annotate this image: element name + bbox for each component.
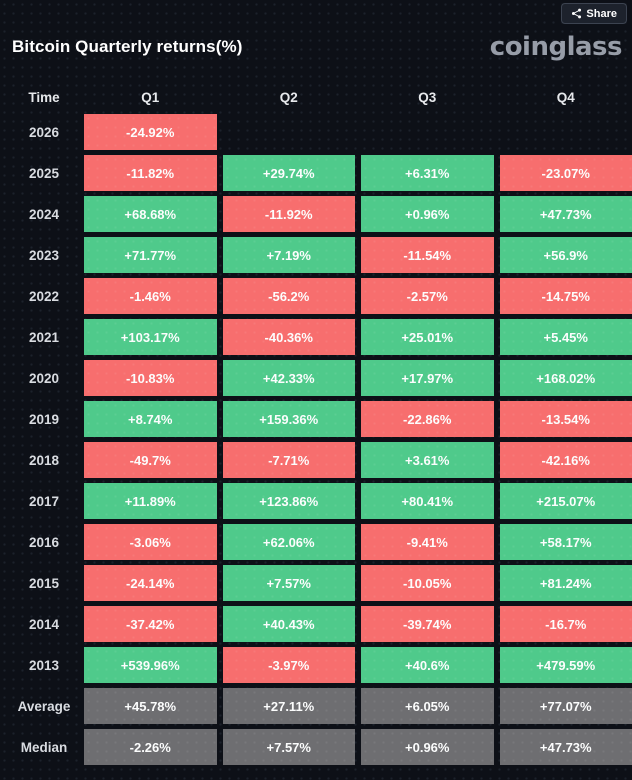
row-label-2021: 2021 [28, 329, 60, 345]
cell-2015-q4: +81.24% [499, 565, 632, 601]
cell-2021-q1: +103.17% [84, 319, 217, 355]
row-label-2020: 2020 [28, 370, 60, 386]
cell-2026-q4 [500, 114, 632, 150]
cell-2013-q2: -3.97% [222, 647, 355, 683]
share-button-label: Share [586, 7, 617, 20]
cell-2013-q4: +479.59% [499, 647, 632, 683]
column-header-q2: Q2 [279, 89, 298, 105]
cell-2017-q4: +215.07% [499, 483, 632, 519]
cell-2018-q2: -7.71% [222, 442, 355, 478]
row-label-2017: 2017 [28, 493, 60, 509]
row-label-2025: 2025 [28, 165, 60, 181]
share-icon [571, 8, 582, 19]
cell-2024-q4: +47.73% [499, 196, 632, 232]
cell-2016-q2: +62.06% [222, 524, 355, 560]
returns-table: Time Q1 Q2 Q3 Q4 2026 -24.92% 2025 -11.82% +29.74… [10, 85, 632, 765]
cell-2015-q1: -24.14% [84, 565, 217, 601]
header-row: Bitcoin Quarterly returns(%) coinglass [0, 28, 632, 60]
cell-2023-q2: +7.19% [222, 237, 355, 273]
row-label-2022: 2022 [28, 288, 60, 304]
cell-2016-q3: -9.41% [361, 524, 494, 560]
row-label-average: Average [17, 698, 71, 714]
cell-average-q2: +27.11% [222, 688, 355, 724]
cell-2018-q3: +3.61% [361, 442, 494, 478]
row-label-median: Median [20, 739, 68, 755]
cell-2017-q1: +11.89% [84, 483, 217, 519]
row-label-2015: 2015 [28, 575, 60, 591]
row-label-2019: 2019 [28, 411, 60, 427]
cell-2014-q1: -37.42% [84, 606, 217, 642]
cell-2014-q2: +40.43% [222, 606, 355, 642]
cell-2020-q3: +17.97% [361, 360, 494, 396]
cell-average-q1: +45.78% [84, 688, 217, 724]
cell-2024-q1: +68.68% [84, 196, 217, 232]
row-label-2016: 2016 [28, 534, 60, 550]
cell-2020-q4: +168.02% [499, 360, 632, 396]
cell-2013-q3: +40.6% [361, 647, 494, 683]
cell-2019-q3: -22.86% [361, 401, 494, 437]
cell-2021-q4: +5.45% [499, 319, 632, 355]
cell-2017-q3: +80.41% [361, 483, 494, 519]
cell-2019-q1: +8.74% [84, 401, 217, 437]
cell-2014-q4: -16.7% [499, 606, 632, 642]
cell-2019-q4: -13.54% [499, 401, 632, 437]
cell-2024-q2: -11.92% [222, 196, 355, 232]
cell-2026-q3 [361, 114, 494, 150]
cell-2025-q2: +29.74% [222, 155, 355, 191]
cell-average-q4: +77.07% [499, 688, 632, 724]
column-header-q1: Q1 [141, 89, 160, 105]
cell-median-q4: +47.73% [499, 729, 632, 765]
cell-2022-q3: -2.57% [361, 278, 494, 314]
cell-2021-q3: +25.01% [361, 319, 494, 355]
column-header-time: Time [28, 89, 60, 105]
cell-2024-q3: +0.96% [361, 196, 494, 232]
row-label-2013: 2013 [28, 657, 60, 673]
cell-2025-q4: -23.07% [499, 155, 632, 191]
cell-2025-q1: -11.82% [84, 155, 217, 191]
cell-2026-q1: -24.92% [84, 114, 217, 150]
column-header-q4: Q4 [556, 89, 575, 105]
page-title: Bitcoin Quarterly returns(%) [12, 37, 243, 56]
cell-median-q1: -2.26% [84, 729, 217, 765]
cell-average-q3: +6.05% [361, 688, 494, 724]
cell-2019-q2: +159.36% [222, 401, 355, 437]
cell-2022-q4: -14.75% [499, 278, 632, 314]
row-label-2024: 2024 [28, 206, 60, 222]
cell-2018-q4: -42.16% [499, 442, 632, 478]
cell-2022-q1: -1.46% [84, 278, 217, 314]
row-label-2026: 2026 [28, 124, 60, 140]
cell-2023-q3: -11.54% [361, 237, 494, 273]
cell-2015-q2: +7.57% [222, 565, 355, 601]
cell-2020-q2: +42.33% [222, 360, 355, 396]
cell-2016-q1: -3.06% [84, 524, 217, 560]
cell-2015-q3: -10.05% [361, 565, 494, 601]
row-label-2023: 2023 [28, 247, 60, 263]
cell-2016-q4: +58.17% [499, 524, 632, 560]
cell-median-q2: +7.57% [222, 729, 355, 765]
cell-2025-q3: +6.31% [361, 155, 494, 191]
cell-2017-q2: +123.86% [222, 483, 355, 519]
row-label-2014: 2014 [28, 616, 60, 632]
cell-2018-q1: -49.7% [84, 442, 217, 478]
cell-2026-q2 [223, 114, 356, 150]
coinglass-logo[interactable]: coinglass [489, 32, 623, 62]
cell-2023-q1: +71.77% [84, 237, 217, 273]
cell-2014-q3: -39.74% [361, 606, 494, 642]
cell-2021-q2: -40.36% [222, 319, 355, 355]
cell-median-q3: +0.96% [361, 729, 494, 765]
share-button[interactable]: Share [561, 3, 627, 24]
cell-2020-q1: -10.83% [84, 360, 217, 396]
topbar: Share [0, 0, 632, 28]
column-header-q3: Q3 [418, 89, 437, 105]
cell-2023-q4: +56.9% [499, 237, 632, 273]
cell-2013-q1: +539.96% [84, 647, 217, 683]
row-label-2018: 2018 [28, 452, 60, 468]
cell-2022-q2: -56.2% [222, 278, 355, 314]
